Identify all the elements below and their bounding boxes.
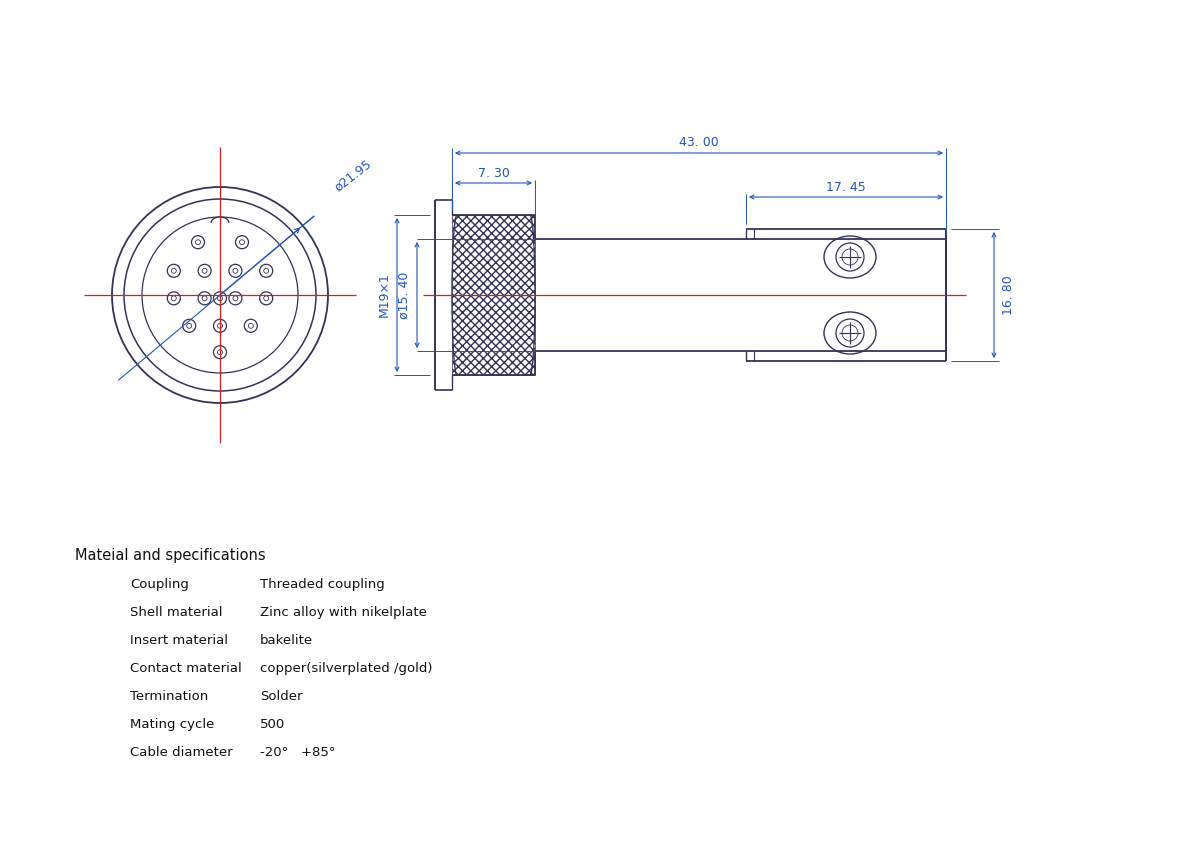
Text: copper(silverplated /gold): copper(silverplated /gold) — [260, 662, 432, 675]
Text: ø21.95: ø21.95 — [332, 157, 374, 194]
Text: Threaded coupling: Threaded coupling — [260, 578, 385, 591]
Text: 43. 00: 43. 00 — [679, 136, 719, 149]
Text: 500: 500 — [260, 718, 286, 731]
Text: M19×1: M19×1 — [378, 273, 390, 318]
Text: Cable diameter: Cable diameter — [130, 746, 233, 759]
Text: Shell material: Shell material — [130, 606, 222, 619]
Text: 7. 30: 7. 30 — [478, 166, 510, 179]
Text: bakelite: bakelite — [260, 634, 313, 647]
Text: 17. 45: 17. 45 — [826, 181, 866, 194]
Text: Termination: Termination — [130, 690, 209, 703]
Text: -20°   +85°: -20° +85° — [260, 746, 336, 759]
Text: Mateial and specifications: Mateial and specifications — [74, 548, 265, 563]
Text: ø15. 40: ø15. 40 — [397, 272, 410, 318]
Text: Solder: Solder — [260, 690, 302, 703]
Bar — [452, 215, 535, 375]
Text: Zinc alloy with nikelplate: Zinc alloy with nikelplate — [260, 606, 427, 619]
Text: Mating cycle: Mating cycle — [130, 718, 215, 731]
Text: Insert material: Insert material — [130, 634, 228, 647]
Text: 16. 80: 16. 80 — [1002, 275, 1014, 315]
Text: Coupling: Coupling — [130, 578, 188, 591]
Text: Contact material: Contact material — [130, 662, 241, 675]
